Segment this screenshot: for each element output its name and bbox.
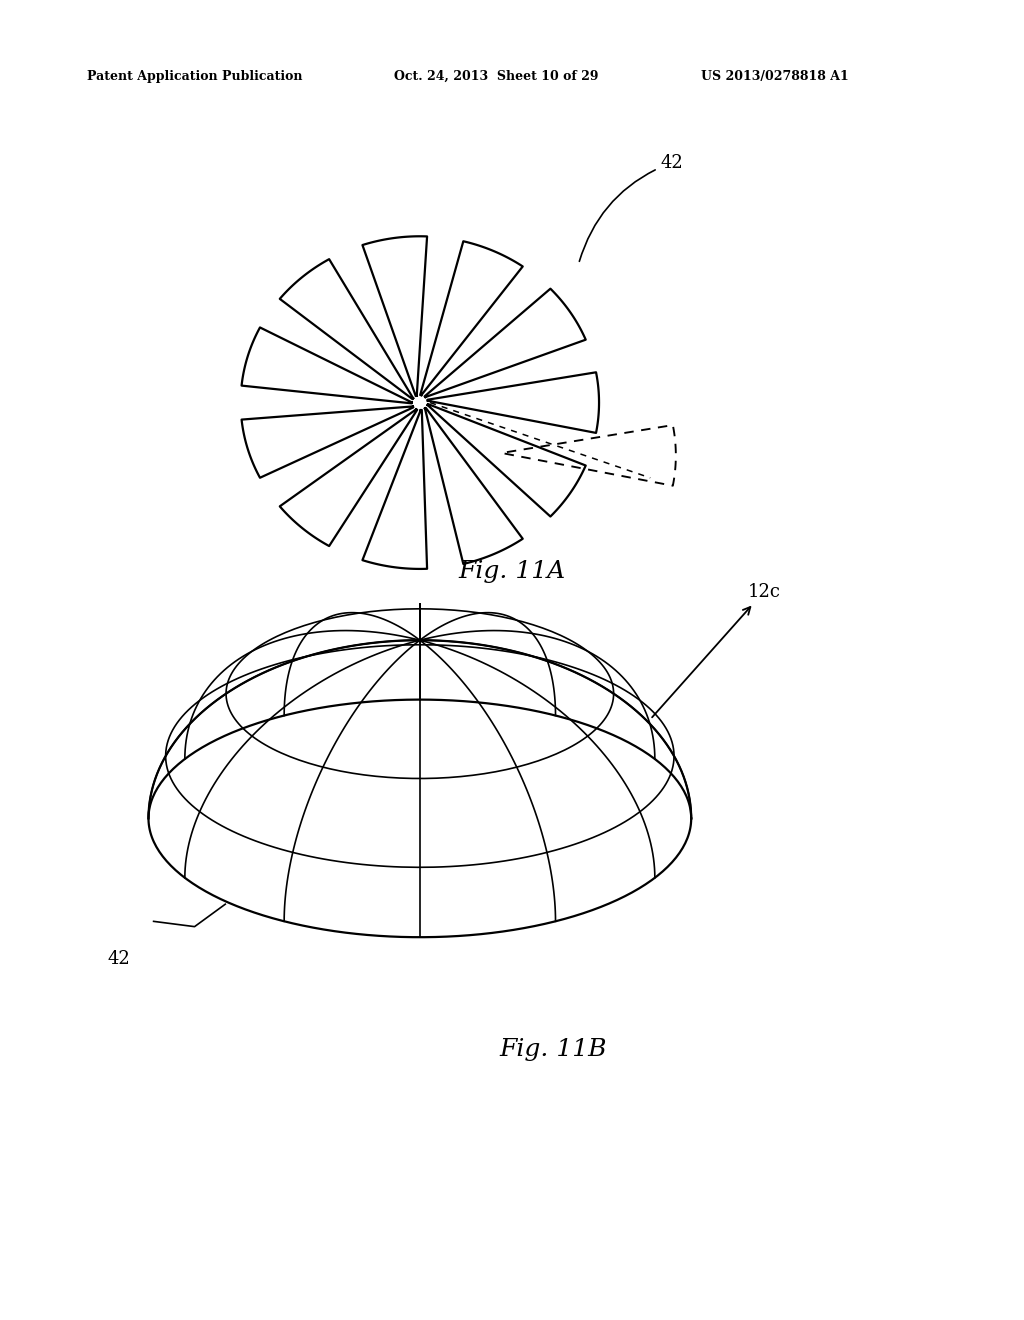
Text: 12c: 12c xyxy=(652,582,780,717)
Text: 42: 42 xyxy=(108,950,130,969)
Text: Fig. 11B: Fig. 11B xyxy=(500,1038,606,1061)
Text: Oct. 24, 2013  Sheet 10 of 29: Oct. 24, 2013 Sheet 10 of 29 xyxy=(394,70,599,83)
Text: Fig. 11A: Fig. 11A xyxy=(459,560,565,583)
Text: Patent Application Publication: Patent Application Publication xyxy=(87,70,302,83)
Text: US 2013/0278818 A1: US 2013/0278818 A1 xyxy=(701,70,849,83)
Text: 42: 42 xyxy=(580,153,683,261)
